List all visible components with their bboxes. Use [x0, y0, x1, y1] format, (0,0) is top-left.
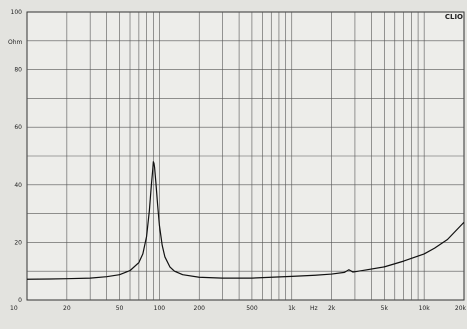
- y-tick-label: 40: [14, 182, 22, 189]
- x-axis-unit-label: Hz: [310, 305, 318, 312]
- y-tick-label: 60: [14, 124, 22, 131]
- x-tick-label: 200: [194, 305, 206, 312]
- x-tick-label: 50: [116, 305, 124, 312]
- y-tick-label: 100: [11, 9, 23, 16]
- x-tick-label: 20k: [455, 305, 467, 312]
- x-tick-label: 2k: [328, 305, 336, 312]
- x-tick-label: 100: [154, 305, 166, 312]
- x-tick-label: 5k: [381, 305, 389, 312]
- grid-layer: [27, 12, 464, 300]
- brand-label: CLIO: [445, 13, 463, 21]
- series-layer: [26, 161, 465, 280]
- x-tick-label: 10: [10, 305, 18, 312]
- x-tick-label: 20: [63, 305, 71, 312]
- y-tick-label: 80: [14, 67, 22, 74]
- x-tick-label: 10k: [419, 305, 431, 312]
- y-tick-label: 20: [14, 239, 22, 246]
- impedance-curve: [26, 161, 465, 280]
- x-tick-label: 500: [246, 305, 258, 312]
- y-axis-unit-label: Ohm: [8, 39, 23, 46]
- y-tick-label: 0: [18, 297, 22, 304]
- x-tick-label: 1k: [288, 305, 296, 312]
- label-layer: Ohm Hz CLIO 0 20 40 60 80 100 10 20 50 100 200 500 1…: [8, 9, 467, 312]
